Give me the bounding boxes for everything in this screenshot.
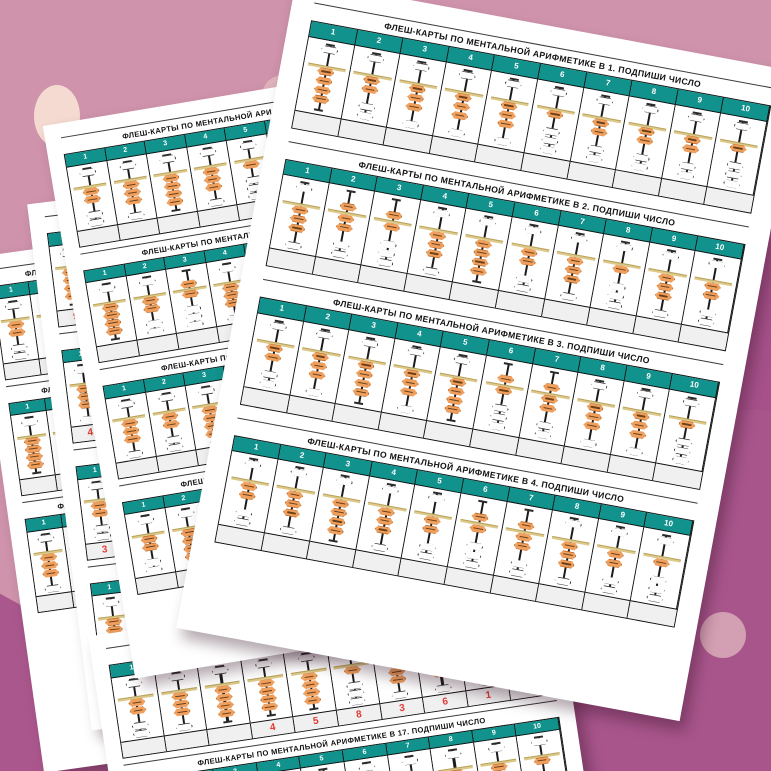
rod-cap-icon [314,107,324,112]
rod-cap-icon [32,471,42,475]
soroban-abacus [517,730,569,771]
rod-cap-icon [266,713,276,717]
rod-cap-icon [111,337,121,341]
decorative-circle [700,612,746,658]
rod-cap-icon [354,401,364,405]
rod-cap-icon [223,719,233,724]
abacus-cell [517,729,570,771]
rod-cap-icon [328,539,339,543]
rod-cap-icon [471,279,482,284]
rod-cap-icon [446,418,456,422]
rod-cap-icon [309,706,319,711]
rod-cap-icon [171,208,182,212]
